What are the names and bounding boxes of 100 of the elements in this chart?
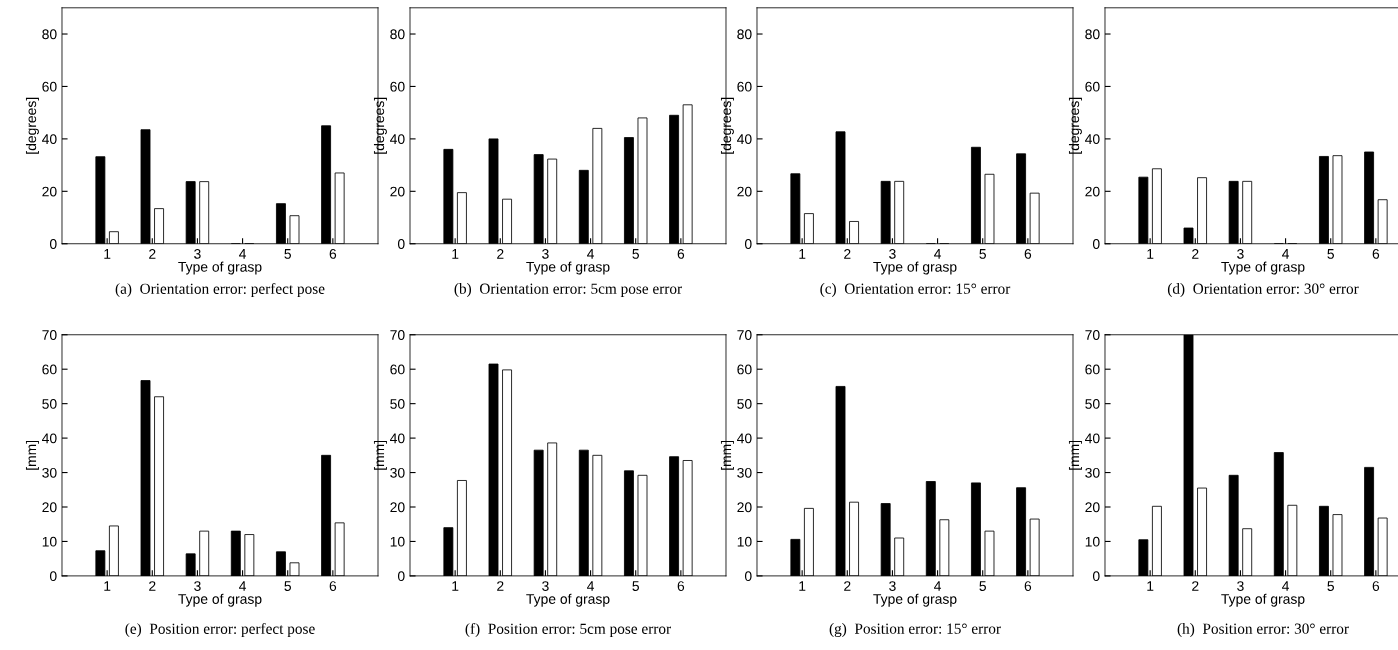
x-tick-label: 4 xyxy=(587,249,595,259)
y-tick-label: 10 xyxy=(1085,536,1100,547)
x-axis-title: Type of grasp xyxy=(178,593,262,607)
y-tick-label: 20 xyxy=(1085,502,1100,513)
y-tick-label: 70 xyxy=(1085,330,1100,340)
y-tick-label: 70 xyxy=(390,330,405,340)
x-tick-label: 3 xyxy=(889,581,896,591)
x-tick-label: 1 xyxy=(452,249,459,259)
y-tick-label: 40 xyxy=(390,134,405,145)
y-tick-label: 0 xyxy=(49,571,57,582)
y-axis-title: [degrees] xyxy=(25,97,39,154)
y-tick-label: 60 xyxy=(1085,81,1100,92)
y-tick-label: 60 xyxy=(390,364,405,375)
y-tick-label: 20 xyxy=(390,186,405,197)
y-tick-label: 40 xyxy=(1085,433,1100,444)
x-tick-label: 3 xyxy=(1237,248,1244,259)
x-tick-label: 1 xyxy=(1147,249,1154,259)
x-tick-label: 5 xyxy=(632,249,639,259)
y-tick-label: 60 xyxy=(390,81,405,92)
text: (c) Orientation error: 15° error xyxy=(820,283,1011,297)
y-tick-label: 40 xyxy=(737,134,752,145)
x-tick-label: 4 xyxy=(239,581,247,591)
text: (h) Position error: 30° error xyxy=(1177,623,1349,637)
x-tick-label: 2 xyxy=(149,581,156,591)
y-axis-title: [degrees] xyxy=(720,97,734,154)
text: (e) Position error: perfect pose xyxy=(125,622,315,638)
y-tick-label: 30 xyxy=(737,467,752,478)
x-axis-title: Type of grasp xyxy=(1221,593,1305,607)
x-axis-title: Type of grasp xyxy=(526,593,610,607)
x-tick-label: 2 xyxy=(149,248,156,259)
x-tick-label: 2 xyxy=(497,581,504,591)
y-tick-label: 50 xyxy=(390,398,405,409)
x-axis-title: Type of grasp xyxy=(873,261,957,275)
y-tick-label: 20 xyxy=(42,502,57,513)
x-tick-label: 5 xyxy=(979,581,986,591)
y-tick-label: 60 xyxy=(1085,364,1100,375)
x-tick-label: 6 xyxy=(1372,248,1380,259)
y-tick-label: 40 xyxy=(390,433,405,444)
text: (f) Position error: 5cm pose error xyxy=(465,622,671,638)
x-tick-label: 3 xyxy=(194,581,201,591)
x-tick-label: 4 xyxy=(239,249,247,259)
y-tick-label: 10 xyxy=(42,536,57,547)
x-tick-label: 6 xyxy=(1372,581,1380,591)
y-tick-label: 70 xyxy=(737,330,752,340)
y-tick-label: 80 xyxy=(737,29,752,40)
y-tick-label: 20 xyxy=(737,502,752,513)
y-tick-label: 80 xyxy=(390,29,405,40)
y-tick-label: 0 xyxy=(397,571,405,582)
x-tick-label: 3 xyxy=(889,248,896,259)
x-tick-label: 6 xyxy=(1024,581,1032,591)
x-axis-title: Type of grasp xyxy=(526,261,610,275)
x-tick-label: 5 xyxy=(284,249,291,259)
x-tick-label: 1 xyxy=(1147,581,1154,591)
y-tick-label: 0 xyxy=(49,239,57,249)
x-tick-label: 1 xyxy=(799,249,806,259)
y-tick-label: 30 xyxy=(1085,467,1100,478)
x-tick-label: 5 xyxy=(1327,249,1334,259)
y-tick-label: 50 xyxy=(737,398,752,409)
x-tick-label: 1 xyxy=(104,581,111,591)
x-tick-label: 3 xyxy=(194,248,201,259)
y-tick-label: 20 xyxy=(1085,186,1100,197)
x-tick-label: 2 xyxy=(1192,248,1199,259)
y-tick-label: 30 xyxy=(42,467,57,478)
x-axis-title: Type of grasp xyxy=(873,593,957,607)
y-axis-title: [degrees] xyxy=(1068,97,1082,154)
y-tick-label: 0 xyxy=(744,239,752,249)
y-tick-label: 20 xyxy=(42,186,57,197)
y-tick-label: 20 xyxy=(390,502,405,513)
x-tick-label: 3 xyxy=(542,581,549,591)
y-tick-label: 80 xyxy=(1085,29,1100,40)
x-tick-label: 4 xyxy=(934,581,942,591)
y-tick-label: 10 xyxy=(737,536,752,547)
y-tick-label: 20 xyxy=(737,186,752,197)
text: (a) Orientation error: perfect pose xyxy=(115,282,325,298)
y-tick-label: 60 xyxy=(737,364,752,375)
y-tick-label: 60 xyxy=(42,81,57,92)
text: (d) Orientation error: 30° error xyxy=(1167,283,1359,297)
y-tick-label: 0 xyxy=(397,239,405,249)
x-tick-label: 1 xyxy=(799,581,806,591)
x-tick-label: 4 xyxy=(1282,581,1290,591)
x-tick-label: 3 xyxy=(542,248,549,259)
x-tick-label: 2 xyxy=(497,248,504,259)
x-tick-label: 6 xyxy=(329,248,337,259)
x-tick-label: 2 xyxy=(1192,581,1199,591)
y-axis-title: [mm] xyxy=(25,440,39,470)
x-axis-title: Type of grasp xyxy=(1221,261,1305,275)
y-tick-label: 40 xyxy=(737,433,752,444)
y-axis-title: [mm] xyxy=(1068,440,1082,470)
x-tick-label: 3 xyxy=(1237,581,1244,591)
y-tick-label: 30 xyxy=(390,467,405,478)
x-tick-label: 4 xyxy=(934,249,942,259)
y-axis-title: [degrees] xyxy=(373,97,387,154)
y-tick-label: 80 xyxy=(42,29,57,40)
y-tick-label: 50 xyxy=(1085,398,1100,409)
y-tick-label: 0 xyxy=(1092,571,1100,582)
y-tick-label: 0 xyxy=(1092,239,1100,249)
x-tick-label: 6 xyxy=(677,581,685,591)
x-axis-title: Type of grasp xyxy=(178,261,262,275)
y-tick-label: 70 xyxy=(42,330,57,340)
x-tick-label: 2 xyxy=(844,248,851,259)
